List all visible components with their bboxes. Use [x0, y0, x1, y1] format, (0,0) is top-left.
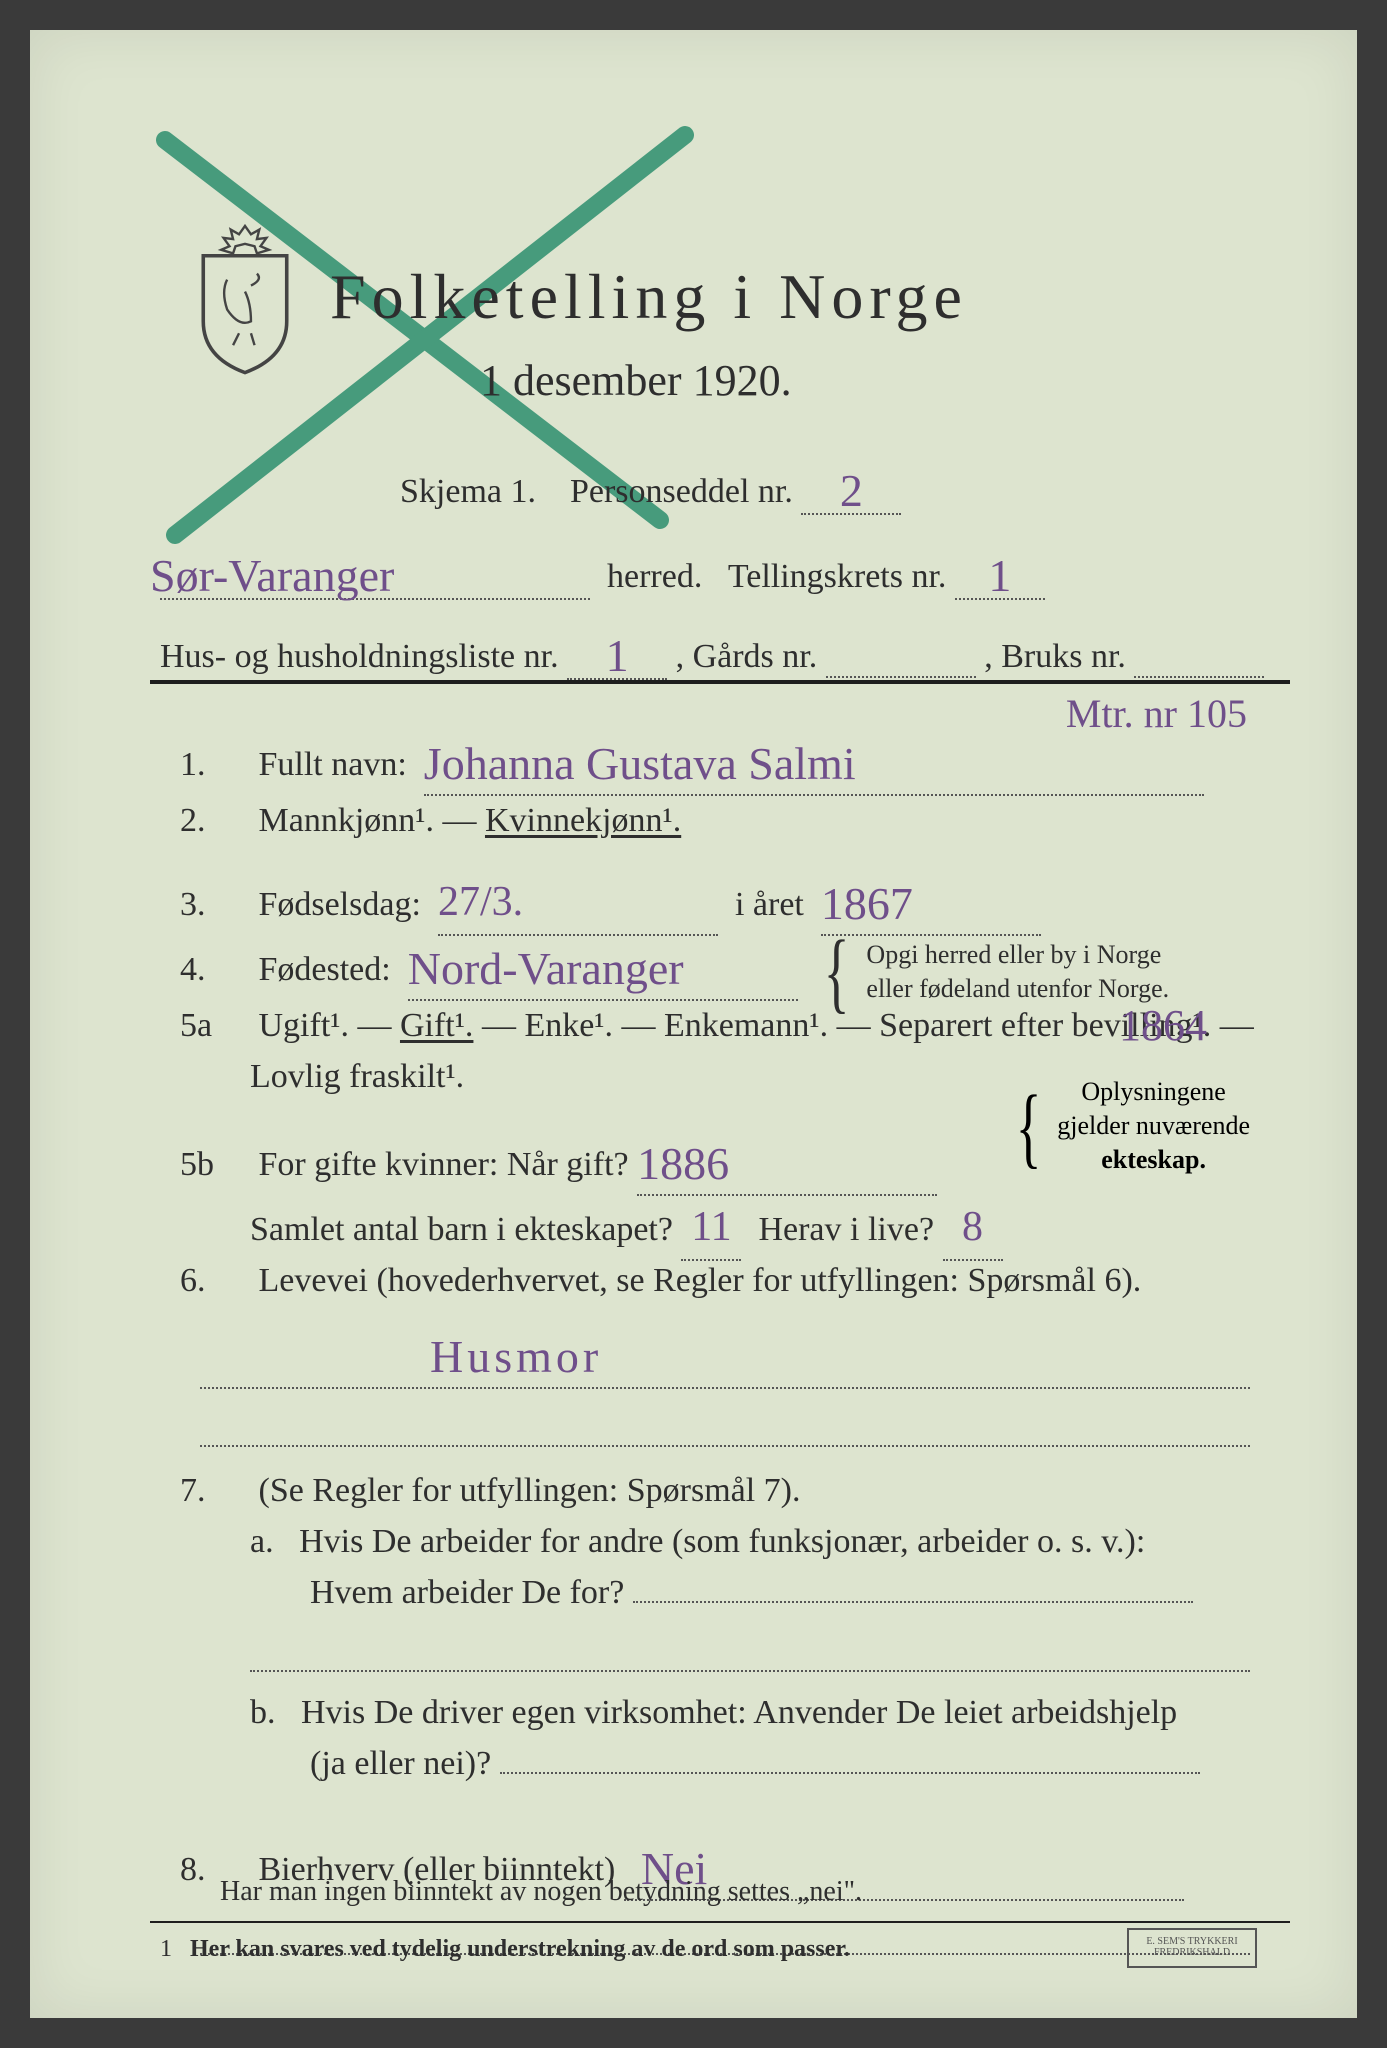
q2-dash: — [442, 802, 485, 839]
printer-stamp: E. SEM'S TRYKKERI FREDRIKSHALD [1127, 1928, 1257, 1968]
hus-line: Hus- og husholdningsliste nr. 1 , Gårds … [160, 625, 1290, 680]
q5a-ugift: Ugift¹. [259, 1007, 349, 1044]
form-identifier-line: Skjema 1. Personseddel nr. 2 [400, 460, 901, 515]
herred-value: Sør-Varanger [150, 549, 394, 602]
q3-year-label: i året [735, 886, 804, 923]
q5b-note-line3: ekteskap. [1101, 1145, 1206, 1174]
q5b-label3: Herav i live? [758, 1211, 934, 1248]
footer-note: Har man ingen biinntekt av nogen betydni… [220, 1876, 862, 1908]
q3-label: Fødselsdag: [259, 886, 421, 923]
q4-note: Opgi herred eller by i Norge eller fødel… [866, 938, 1169, 1006]
q2-mannkjonn: Mannkjønn¹. [259, 802, 434, 839]
q5b-note-box: { Oplysningene gjelder nuværende ekteska… [1007, 1075, 1257, 1176]
skjema-label: Skjema 1. [400, 473, 536, 510]
q4-value: Nord-Varanger [408, 934, 684, 1003]
q5b-label1: For gifte kvinner: Når gift? [259, 1146, 629, 1183]
q6-num: 6. [180, 1255, 250, 1306]
margin-annotation-1864: 1864 [1119, 1000, 1207, 1051]
q5b-value1: 1886 [637, 1129, 729, 1198]
q2-kvinnekjonn: Kvinnekjønn¹. [485, 802, 681, 839]
q4-row: 4. Fødested: Nord-Varanger { Opgi herred… [180, 930, 1300, 1006]
q5b-value2: 11 [691, 1204, 731, 1250]
q1-row: 1. Fullt navn: Johanna Gustava Salmi [180, 725, 1300, 796]
q4-note-line2: eller fødeland utenfor Norge. [866, 974, 1169, 1003]
q5b-num: 5b [180, 1139, 250, 1190]
herred-line: Sør-Varanger herred. Tellingskrets nr. 1 [160, 545, 1260, 600]
q3-num: 3. [180, 879, 250, 930]
hus-value: 1 [606, 629, 629, 682]
page-title: Folketelling i Norge [330, 260, 968, 334]
q1-label: Fullt navn: [259, 746, 407, 783]
q5b-note-line2: gjelder nuværende [1057, 1111, 1250, 1140]
hus-label: Hus- og husholdningsliste nr. [160, 638, 559, 675]
q5a-lovlig: Lovlig fraskilt¹. [250, 1058, 464, 1095]
herred-label: herred. [607, 558, 702, 595]
q7-label: (Se Regler for utfyllingen: Spørsmål 7). [259, 1472, 801, 1509]
personseddel-label: Personseddel nr. [570, 473, 793, 510]
q6-label: Levevei (hovederhvervet, se Regler for u… [259, 1262, 1142, 1299]
q5b-value3: 8 [962, 1204, 983, 1250]
footnote-num: 1 [160, 1936, 172, 1962]
q5a-num: 5a [180, 1000, 250, 1051]
q4-label: Fødested: [259, 951, 391, 988]
q7a-text2: Hvem arbeider De for? [310, 1574, 624, 1611]
q1-value: Johanna Gustava Salmi [424, 729, 856, 798]
q7b-text1: Hvis De driver egen virksomhet: Anvender… [301, 1694, 1177, 1731]
q7-num: 7. [180, 1465, 250, 1516]
q2-row: 2. Mannkjønn¹. — Kvinnekjønn¹. [180, 795, 1300, 846]
q5a-enkemann: Enkemann¹. [664, 1007, 828, 1044]
tellingskrets-value: 1 [988, 549, 1011, 602]
q5a-gift: Gift¹. [400, 1007, 473, 1044]
q3-day-value: 27/3. [438, 879, 523, 925]
q3-row: 3. Fødselsdag: 27/3. i året 1867 [180, 865, 1300, 936]
bruks-label: , Bruks nr. [984, 638, 1126, 675]
q4-num: 4. [180, 944, 250, 995]
q2-num: 2. [180, 795, 250, 846]
q7a-text1: Hvis De arbeider for andre (som funksjon… [299, 1523, 1145, 1560]
q1-num: 1. [180, 739, 250, 790]
q4-note-line1: Opgi herred eller by i Norge [866, 940, 1161, 969]
q5b-label2: Samlet antal barn i ekteskapet? [250, 1211, 673, 1248]
q6-row: 6. Levevei (hovederhvervet, se Regler fo… [180, 1255, 1300, 1462]
q7-row: 7. (Se Regler for utfyllingen: Spørsmål … [180, 1465, 1300, 1789]
footer-divider [150, 1921, 1290, 1923]
footnote: 1 Her kan svares ved tydelig understrekn… [160, 1936, 850, 1963]
q7b-label: b. [250, 1694, 276, 1731]
q5a-enke: Enke¹. [524, 1007, 613, 1044]
q6-value: Husmor [430, 1322, 602, 1391]
personseddel-value: 2 [840, 464, 863, 517]
q7b-text2: (ja eller nei)? [310, 1745, 491, 1782]
tellingskrets-label: Tellingskrets nr. [728, 558, 947, 595]
q7a-label: a. [250, 1523, 274, 1560]
census-form-page: Folketelling i Norge 1 desember 1920. Sk… [30, 30, 1357, 2018]
q5b-note-line1: Oplysningene [1081, 1077, 1225, 1106]
page-subtitle: 1 desember 1920. [480, 355, 792, 406]
header-divider [150, 680, 1290, 684]
coat-of-arms-icon [185, 220, 305, 375]
gards-label: , Gårds nr. [676, 638, 818, 675]
footnote-text: Her kan svares ved tydelig understreknin… [190, 1936, 850, 1962]
